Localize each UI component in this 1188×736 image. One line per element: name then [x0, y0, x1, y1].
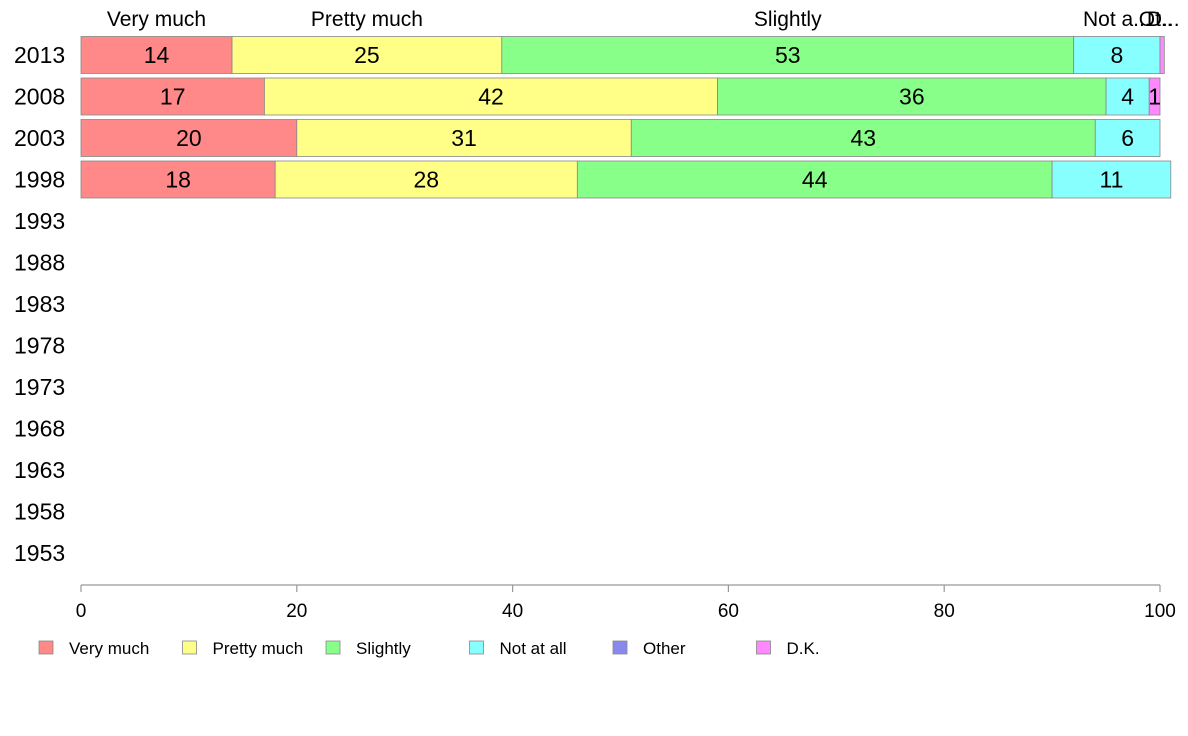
bar-value-label: 44 [802, 167, 828, 193]
bar-value-label: 43 [850, 125, 876, 151]
top-label-4: Ot.. [1139, 8, 1173, 31]
year-label: 1958 [14, 499, 65, 525]
legend-swatch [182, 640, 197, 655]
x-tick-label: 60 [718, 601, 739, 622]
bar-segment [717, 77, 1107, 116]
year-label: 1973 [14, 374, 65, 400]
year-label: 1993 [14, 208, 65, 234]
bar-value-label: 53 [775, 42, 801, 68]
x-tick-label: 80 [934, 601, 955, 622]
bar-segment [1148, 77, 1161, 116]
x-tick-label: 100 [1144, 601, 1176, 622]
x-tick-label: 0 [76, 601, 87, 622]
year-label: 1963 [14, 457, 65, 483]
bar-value-label: 6 [1121, 125, 1134, 151]
top-label-0: Very much [107, 8, 206, 31]
legend-label: Other [643, 639, 686, 658]
bar-value-label: 8 [1110, 42, 1123, 68]
bar-value-label: 20 [176, 125, 202, 151]
legend-label: Very much [69, 639, 149, 658]
bar-value-label: 1 [1148, 84, 1161, 110]
legend-swatch [38, 640, 54, 655]
year-label: 1953 [14, 540, 65, 566]
bar-segment [1073, 36, 1161, 74]
top-label-2: Slightly [754, 8, 822, 31]
year-label: 2013 [14, 42, 65, 68]
top-label-1: Pretty much [311, 8, 423, 31]
bar-segment [80, 77, 265, 116]
x-axis: 0 20 40 60 80 100 [76, 584, 1176, 622]
bar-segment [1094, 119, 1161, 157]
year-label: 1988 [14, 250, 65, 276]
bar-value-label: 17 [160, 84, 186, 110]
bar-segment [80, 36, 233, 74]
bar-value-label: 31 [451, 125, 477, 151]
bar-segment [630, 119, 1096, 157]
year-label: 1968 [14, 416, 65, 442]
year-label: 2003 [14, 125, 65, 151]
top-label-5: D... [1147, 8, 1180, 31]
bar-value-label: 18 [165, 167, 191, 193]
bar-value-label: 25 [354, 42, 380, 68]
x-tick-label: 20 [286, 601, 307, 622]
bar-value-label: 14 [144, 42, 170, 68]
legend-swatch [325, 640, 341, 655]
year-label: 1998 [14, 167, 65, 193]
bar-segment [80, 160, 276, 199]
bar-segment [1105, 77, 1150, 116]
bar-value-label: 42 [478, 84, 504, 110]
top-label-3: Not a... [1083, 8, 1151, 31]
bar-segment [501, 36, 1075, 74]
bar-segment [296, 119, 632, 157]
legend-label: D.K. [787, 639, 820, 658]
legend-swatch [756, 640, 771, 655]
legend: Very much Pretty much Slightly Not at all Ot… [38, 639, 820, 658]
bar-value-label: 11 [1099, 167, 1123, 193]
bar-segment [80, 119, 298, 157]
bar-segment [264, 77, 719, 116]
top-category-labels: Very much Pretty much Slightly Not a...Ot..… [107, 8, 1180, 31]
year-labels: 2013 2008 2003 1998 1993 1988 1983 1978 1973 1968… [14, 42, 65, 566]
bar-segment [1159, 36, 1165, 74]
x-tick-label: 40 [502, 601, 523, 622]
year-label: 1983 [14, 291, 65, 317]
legend-label: Pretty much [213, 639, 304, 658]
year-label: 2008 [14, 84, 65, 110]
bar-segment [274, 160, 578, 199]
legend-label: Not at all [500, 639, 567, 658]
legend-label: Slightly [356, 639, 411, 658]
legend-swatch [469, 640, 484, 655]
bar-value-label: 4 [1121, 84, 1134, 110]
bars: 14 25 53 8 17 42 36 4 1 20 31 43 6 18 28 44 11 [80, 36, 1172, 199]
bar-value-label: 28 [413, 167, 439, 193]
bar-segment [1051, 160, 1172, 199]
bar-value-label: 36 [899, 84, 925, 110]
bar-segment [576, 160, 1053, 199]
year-label: 1978 [14, 333, 65, 359]
legend-swatch [612, 640, 628, 655]
